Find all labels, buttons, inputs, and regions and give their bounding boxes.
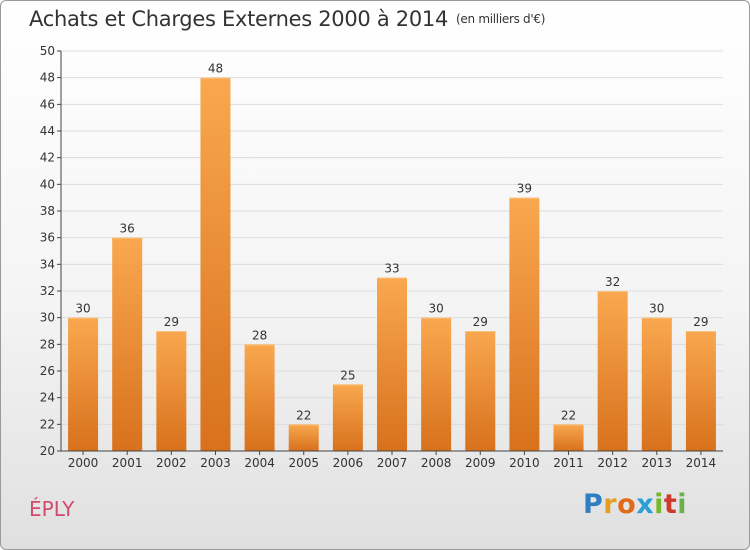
commune-name: ÉPLY xyxy=(29,497,75,521)
x-tick-label: 2009 xyxy=(465,456,496,470)
bar xyxy=(641,317,672,451)
bar xyxy=(288,424,319,451)
data-label: 39 xyxy=(517,182,532,196)
y-tick-label: 50 xyxy=(40,44,55,58)
y-tick-label: 34 xyxy=(40,257,55,271)
y-tick-label: 30 xyxy=(40,311,55,325)
data-labels: 30 36 29 48 28 22 25 33 30 29 39 22 32 30 29 xyxy=(75,62,708,423)
y-tick-label: 32 xyxy=(40,284,55,298)
data-label: 30 xyxy=(649,302,664,316)
data-label: 22 xyxy=(296,408,311,422)
bar xyxy=(553,424,584,451)
y-tick-label: 38 xyxy=(40,204,55,218)
x-tick-label: 2002 xyxy=(156,456,187,470)
y-tick-label: 22 xyxy=(40,417,55,431)
bar xyxy=(332,384,363,451)
bar xyxy=(597,291,628,451)
y-tick-label: 36 xyxy=(40,231,55,245)
data-label: 30 xyxy=(428,302,443,316)
data-label: 29 xyxy=(473,315,488,329)
bars xyxy=(68,77,716,452)
bar xyxy=(377,277,407,451)
x-tick-label: 2013 xyxy=(642,456,673,470)
data-label: 36 xyxy=(120,222,135,236)
logo-letter: i xyxy=(654,489,664,520)
logo-letter: P xyxy=(583,489,604,520)
data-label: 33 xyxy=(384,262,399,276)
y-tick-label: 44 xyxy=(40,124,55,138)
bar xyxy=(156,331,187,451)
bar xyxy=(465,331,496,451)
x-tick-label: 2001 xyxy=(112,456,143,470)
logo-letter: x xyxy=(636,489,655,520)
logo-letter: r xyxy=(603,489,618,520)
axes: 20 22 24 26 28 30 32 34 36 38 40 42 44 46 48 50 2000 2001… xyxy=(40,44,723,470)
x-tick-label: 2008 xyxy=(421,456,452,470)
bar xyxy=(68,317,99,451)
y-tick-label: 40 xyxy=(40,177,55,191)
x-tick-label: 2012 xyxy=(597,456,628,470)
bar xyxy=(112,237,143,451)
bar xyxy=(200,77,231,452)
y-tick-label: 46 xyxy=(40,97,55,111)
data-label: 25 xyxy=(340,368,355,382)
x-tick-label: 2003 xyxy=(200,456,231,470)
x-tick-label: 2014 xyxy=(686,456,717,470)
x-tick-label: 2010 xyxy=(509,456,540,470)
logo-letter: t xyxy=(663,489,678,520)
x-tick-label: 2005 xyxy=(288,456,319,470)
proxiti-logo: Proxiti xyxy=(583,489,687,520)
logo-letter: o xyxy=(617,489,637,520)
data-label: 22 xyxy=(561,408,576,422)
y-tick-label: 20 xyxy=(40,444,55,458)
x-tick-label: 2011 xyxy=(553,456,584,470)
data-label: 32 xyxy=(605,275,620,289)
data-label: 30 xyxy=(75,302,90,316)
x-tick-label: 2007 xyxy=(377,456,408,470)
y-tick-label: 26 xyxy=(40,364,55,378)
x-tick-label: 2000 xyxy=(68,456,99,470)
logo-letter: i xyxy=(677,489,688,520)
y-tick-label: 24 xyxy=(40,391,55,405)
bar xyxy=(421,317,452,451)
chart-subtitle: (en milliers d'€) xyxy=(456,12,546,26)
y-tick-label: 28 xyxy=(40,337,55,351)
data-label: 29 xyxy=(164,315,179,329)
chart-title: Achats et Charges Externes 2000 à 2014 (e… xyxy=(29,7,545,31)
y-tick-label: 48 xyxy=(40,71,55,85)
bar xyxy=(685,331,716,451)
y-tick-label: 42 xyxy=(40,151,55,165)
bar xyxy=(509,197,540,451)
data-label: 28 xyxy=(252,328,267,342)
bar xyxy=(244,344,275,451)
x-tick-label: 2006 xyxy=(333,456,364,470)
data-label: 48 xyxy=(208,62,223,76)
chart-title-text: Achats et Charges Externes 2000 à 2014 xyxy=(29,7,449,31)
data-label: 29 xyxy=(693,315,708,329)
x-tick-label: 2004 xyxy=(244,456,275,470)
